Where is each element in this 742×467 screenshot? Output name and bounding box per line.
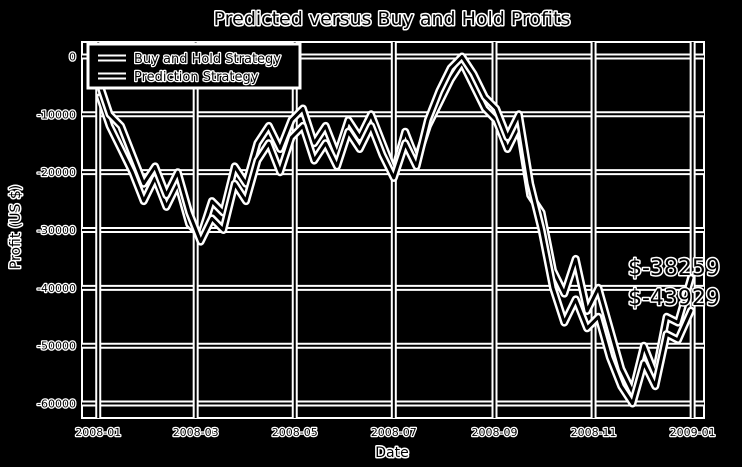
legend-label: Buy and Hold Strategy [134,52,281,67]
x-axis-label: Date [375,445,408,461]
x-tick-label: 2008-01 [75,426,121,439]
y-tick-label: -50000 [37,340,76,353]
y-tick-label: -30000 [37,224,76,237]
x-tick-label: 2008-09 [472,426,518,439]
y-tick-label: -60000 [37,398,76,411]
chart-title: Predicted versus Buy and Hold Profits [214,8,571,30]
end-value-annotation: $-38259 [628,256,720,281]
y-tick-label: -10000 [37,108,76,121]
y-axis-label: Profit (US $) [8,185,24,269]
x-tick-label: 2008-11 [571,426,617,439]
x-tick-label: 2008-07 [371,426,417,439]
annotations: $-38259 $-43929 [627,255,722,313]
plot-area [81,41,705,419]
x-tick-label: 2009-01 [670,426,716,439]
x-tick-label: 2008-05 [272,426,318,439]
legend-box [86,42,302,90]
series-line-1 [98,55,693,405]
x-tick-label: 2008-03 [173,426,219,439]
y-tick-label: 0 [69,50,76,63]
y-tick-label: -20000 [37,166,76,179]
end-value-annotation: $-43929 [628,286,720,311]
y-tick-label: -40000 [37,282,76,295]
legend: Buy and Hold Strategy Prediction Strategy [86,42,302,90]
legend-label: Prediction Strategy [134,70,259,85]
